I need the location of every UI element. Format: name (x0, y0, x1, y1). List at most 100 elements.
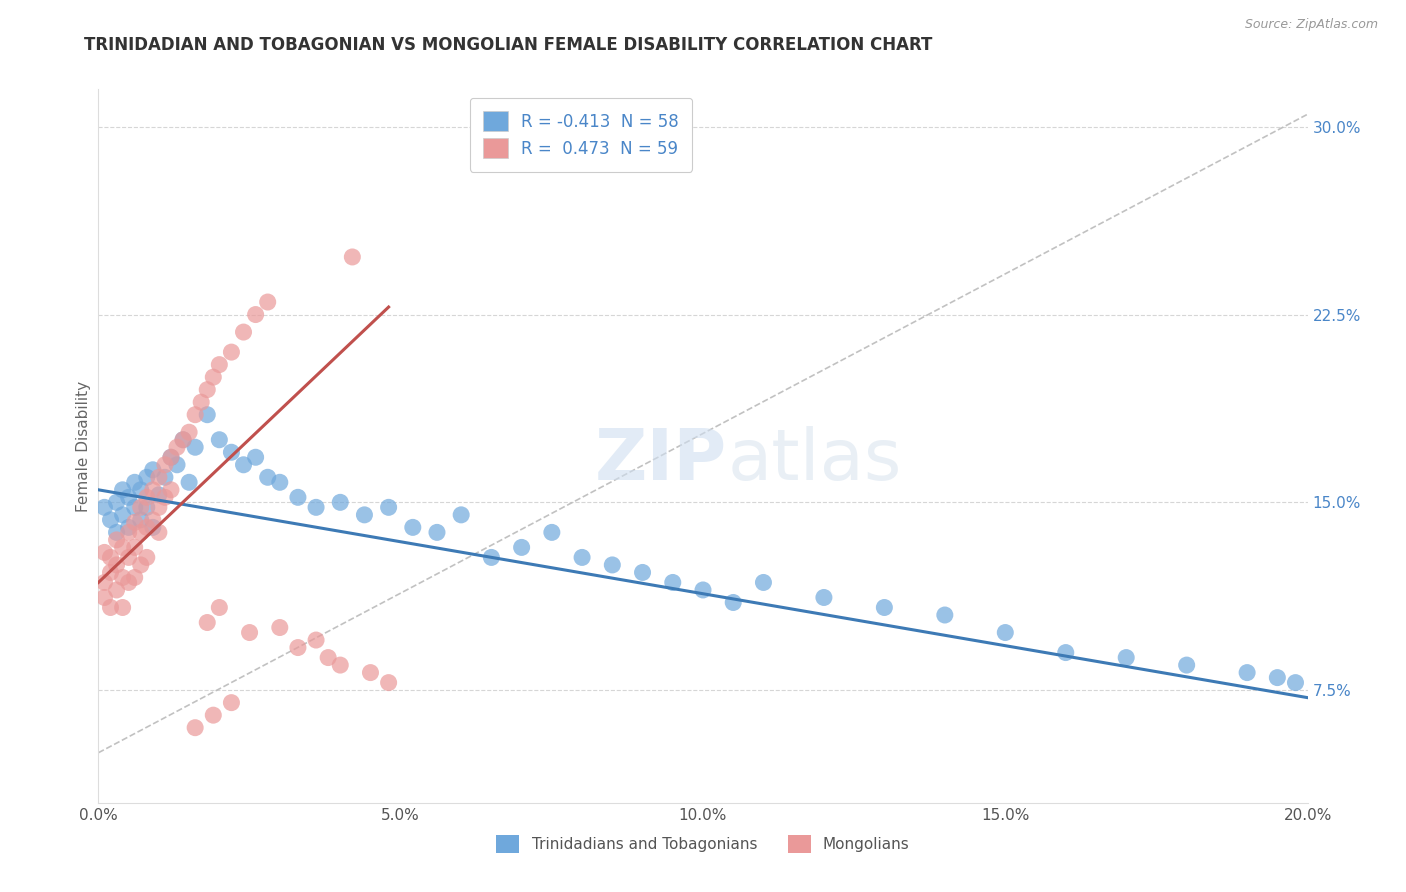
Point (1267, 671, 1289, 685)
Y-axis label: Female Disability: Female Disability (76, 380, 91, 512)
Point (245, 450, 267, 465)
Point (166, 440, 188, 454)
Point (148, 470, 170, 484)
Point (377, 675, 399, 690)
Point (305, 633, 328, 648)
Point (118, 550, 141, 565)
Point (571, 550, 593, 565)
Point (93, 500, 115, 515)
Point (184, 721, 207, 735)
Legend: Trinidadians and Tobagonians, Mongolians: Trinidadians and Tobagonians, Mongolians (491, 829, 915, 859)
Point (208, 433, 231, 447)
Point (93, 575, 115, 590)
Point (195, 408, 218, 422)
Point (135, 550, 157, 565)
Point (813, 591, 835, 605)
Point (111, 600, 134, 615)
Point (269, 475, 291, 490)
Point (402, 520, 425, 534)
Point (232, 458, 254, 472)
Point (179, 425, 201, 440)
Point (142, 483, 165, 497)
Point (934, 607, 956, 622)
Point (105, 582, 128, 597)
Point (124, 541, 146, 555)
Point (148, 488, 170, 502)
Point (118, 525, 141, 540)
Point (105, 558, 128, 572)
Point (100, 513, 122, 527)
Point (129, 500, 152, 515)
Point (481, 550, 503, 565)
Point (329, 495, 352, 509)
Point (287, 491, 309, 505)
Point (135, 520, 157, 534)
Point (129, 513, 152, 527)
Point (256, 470, 278, 484)
Point (329, 658, 352, 673)
Point (184, 408, 207, 422)
Point (873, 600, 896, 615)
Point (135, 491, 157, 505)
Point (377, 500, 399, 515)
Point (172, 433, 194, 447)
Point (232, 325, 254, 339)
Point (153, 470, 176, 484)
Point (135, 500, 157, 515)
Point (129, 525, 152, 540)
Point (142, 513, 165, 527)
Point (93, 545, 115, 559)
Point (342, 250, 364, 264)
Point (269, 621, 291, 635)
Point (661, 575, 683, 590)
Point (195, 383, 218, 397)
Point (100, 600, 122, 615)
Point (166, 458, 188, 472)
Point (172, 433, 194, 447)
Point (160, 450, 183, 465)
Point (752, 575, 775, 590)
Point (540, 525, 562, 540)
Point (202, 370, 225, 384)
Point (208, 600, 231, 615)
Point (195, 615, 218, 630)
Point (135, 470, 157, 484)
Point (360, 665, 382, 680)
Point (202, 708, 225, 723)
Text: TRINIDADIAN AND TOBAGONIAN VS MONGOLIAN FEMALE DISABILITY CORRELATION CHART: TRINIDADIAN AND TOBAGONIAN VS MONGOLIAN … (84, 36, 932, 54)
Point (160, 450, 183, 465)
Point (239, 625, 262, 640)
Point (153, 458, 176, 472)
Point (93, 591, 115, 605)
Point (692, 582, 714, 597)
Point (190, 395, 212, 409)
Text: Source: ZipAtlas.com: Source: ZipAtlas.com (1244, 18, 1378, 31)
Point (100, 550, 122, 565)
Point (316, 650, 339, 665)
Point (1115, 650, 1137, 665)
Point (245, 308, 267, 322)
Point (111, 508, 134, 522)
Point (426, 525, 449, 540)
Point (208, 358, 231, 372)
Point (111, 541, 134, 555)
Point (221, 696, 243, 710)
Point (153, 491, 176, 505)
Point (118, 491, 141, 505)
Point (142, 463, 165, 477)
Text: ZIP: ZIP (595, 425, 727, 495)
Point (305, 500, 328, 515)
Point (124, 475, 146, 490)
Point (221, 445, 243, 459)
Point (221, 345, 243, 359)
Point (105, 533, 128, 547)
Point (100, 566, 122, 580)
Point (287, 640, 309, 655)
Point (111, 483, 134, 497)
Point (142, 520, 165, 534)
Text: atlas: atlas (727, 425, 901, 495)
Point (118, 575, 141, 590)
Point (723, 595, 745, 609)
Point (1284, 675, 1306, 690)
Point (129, 558, 152, 572)
